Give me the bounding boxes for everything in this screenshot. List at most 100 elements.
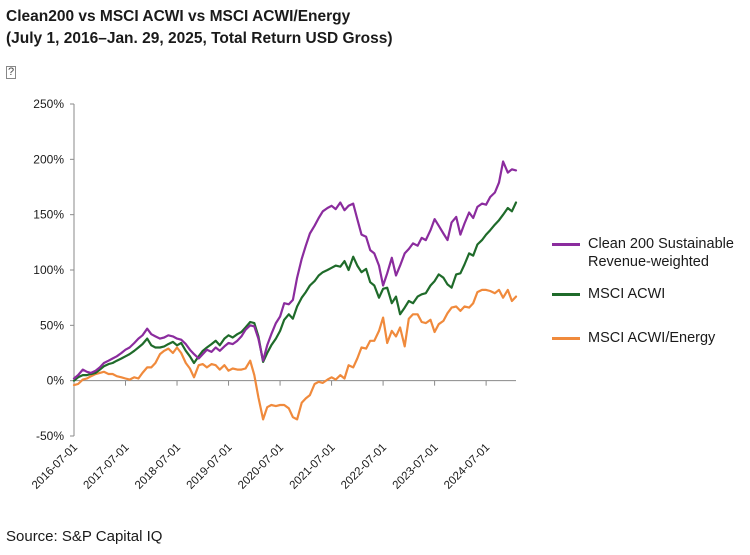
data-point [112, 362, 114, 364]
legend-label: Revenue-weighted [588, 254, 709, 270]
data-point [90, 375, 92, 377]
data-point [180, 342, 182, 344]
data-point [202, 363, 204, 365]
data-point [275, 405, 277, 407]
x-tick-label: 2018-07-01 [133, 442, 183, 492]
series-1 [72, 201, 518, 382]
data-point [421, 237, 423, 239]
data-point [434, 331, 436, 333]
data-point [283, 302, 285, 304]
data-point [159, 353, 161, 355]
data-point [270, 344, 272, 346]
data-point [124, 355, 127, 357]
data-point [180, 352, 182, 354]
data-point [369, 249, 371, 251]
data-point [223, 345, 225, 347]
legend-label: MSCI ACWI [588, 286, 666, 302]
data-point [279, 315, 281, 318]
chart-title-block: Clean200 vs MSCI ACWI vs MSCI ACWI/Energ… [6, 6, 393, 50]
data-point [343, 260, 346, 262]
data-point [322, 382, 324, 384]
data-point [472, 302, 474, 304]
data-point [373, 340, 375, 342]
data-point [193, 376, 195, 378]
series-2 [72, 288, 518, 421]
data-point [360, 234, 363, 236]
data-point [150, 344, 152, 346]
data-point [163, 345, 165, 347]
data-point [215, 346, 217, 349]
data-point [343, 209, 346, 211]
data-point [244, 326, 247, 329]
data-point [288, 407, 290, 409]
data-point [378, 330, 380, 332]
data-point [210, 343, 213, 345]
data-point [73, 377, 75, 380]
data-point [296, 418, 298, 420]
data-point [399, 326, 401, 329]
data-point [112, 373, 114, 375]
data-point [463, 222, 466, 225]
data-point [498, 289, 500, 291]
data-point [90, 372, 92, 374]
data-point [202, 350, 204, 352]
x-tick-label: 2017-07-01 [82, 442, 132, 492]
data-point [223, 338, 225, 340]
data-point [257, 338, 259, 340]
data-point [472, 217, 474, 219]
data-point [408, 300, 410, 302]
data-point [511, 168, 513, 170]
data-point [236, 340, 238, 342]
data-point [283, 319, 285, 321]
data-point [198, 364, 200, 366]
data-point [442, 232, 444, 235]
data-point [219, 344, 221, 346]
series-line [72, 160, 518, 380]
data-point [167, 334, 169, 336]
data-point [343, 377, 346, 380]
data-point [185, 343, 187, 345]
y-tick-label: 200% [33, 152, 64, 166]
data-point [322, 210, 324, 212]
data-point [348, 205, 350, 207]
data-point [451, 307, 453, 309]
data-point [434, 218, 436, 220]
data-point [193, 353, 195, 355]
data-point [146, 338, 148, 340]
data-point [95, 372, 97, 374]
data-point [489, 196, 491, 198]
data-point [249, 360, 251, 362]
y-tick-label: 50% [40, 318, 64, 332]
data-point [159, 338, 161, 340]
data-point [82, 369, 84, 371]
data-point [249, 321, 251, 323]
data-point [249, 324, 251, 326]
y-tick-label: 100% [33, 263, 64, 277]
data-point [404, 345, 406, 347]
data-point [485, 234, 487, 236]
data-point [318, 217, 320, 219]
data-point [270, 404, 272, 406]
data-point [429, 229, 432, 231]
data-point [86, 371, 88, 373]
data-point [77, 374, 79, 376]
data-point [425, 322, 427, 324]
data-point [180, 339, 182, 341]
data-point [408, 248, 410, 250]
data-point [365, 348, 367, 350]
data-point [438, 225, 440, 227]
data-point [219, 369, 221, 371]
data-point [511, 210, 513, 212]
data-point [391, 257, 393, 259]
data-point [322, 271, 324, 273]
data-point [476, 291, 478, 293]
data-point [515, 201, 517, 204]
y-tick-label: 150% [33, 208, 64, 222]
data-point [373, 284, 375, 287]
data-point [417, 313, 419, 315]
data-point [348, 269, 350, 271]
data-point [116, 360, 118, 362]
data-point [193, 362, 195, 364]
data-point [116, 355, 118, 357]
data-point [369, 340, 371, 342]
